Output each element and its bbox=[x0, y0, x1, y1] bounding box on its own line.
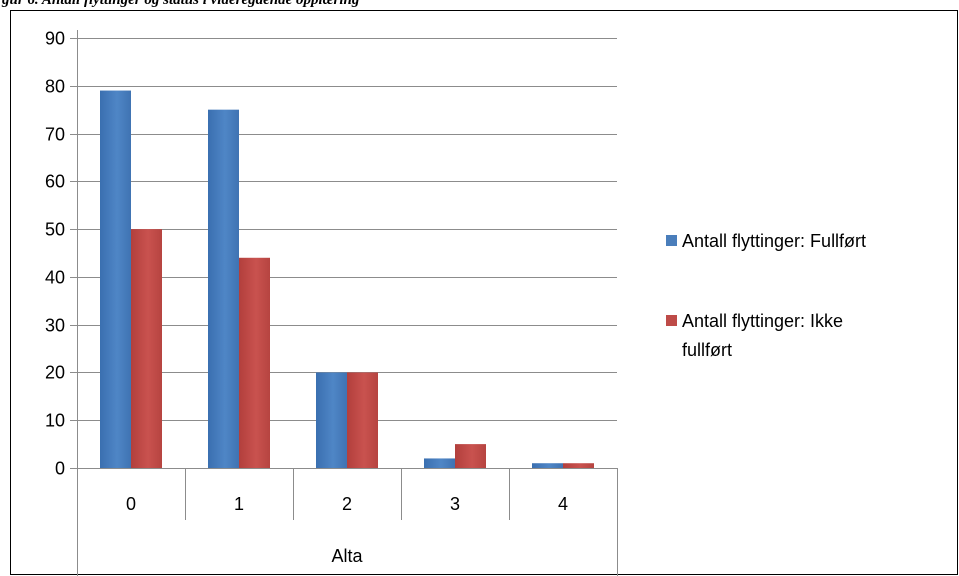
bars bbox=[100, 90, 594, 469]
bar bbox=[424, 458, 455, 468]
figure-caption: gur 6. Antall flyttinger og status i vid… bbox=[1, 0, 360, 8]
y-tick-label: 80 bbox=[45, 77, 65, 97]
legend-swatch-ikke-fullfort bbox=[666, 315, 677, 326]
legend: Antall flyttinger: Fullført Antall flytt… bbox=[666, 231, 866, 360]
bar bbox=[239, 257, 270, 468]
y-tick-label: 30 bbox=[45, 316, 65, 336]
bar bbox=[532, 463, 563, 468]
bar bbox=[208, 109, 239, 469]
chart-border bbox=[10, 10, 958, 575]
y-tick-label: 10 bbox=[45, 411, 65, 431]
bar bbox=[131, 229, 162, 468]
y-tick-label: 40 bbox=[45, 268, 65, 288]
y-tick-label: 90 bbox=[45, 29, 65, 49]
legend-label-ikke-fullfort-line2: fullført bbox=[682, 340, 732, 360]
y-tick-label: 20 bbox=[45, 363, 65, 383]
y-tick-labels: 0 10 20 30 40 50 60 70 80 90 bbox=[45, 29, 65, 479]
bar bbox=[563, 463, 594, 468]
x-tick-label: 2 bbox=[342, 494, 352, 514]
bar bbox=[455, 444, 486, 468]
bar bbox=[100, 90, 131, 469]
x-tick-label: 3 bbox=[450, 494, 460, 514]
y-tick-label: 0 bbox=[55, 459, 65, 479]
bar bbox=[316, 372, 347, 468]
x-tick-labels: 0 1 2 3 4 bbox=[126, 494, 568, 514]
x-tick-label: 1 bbox=[234, 494, 244, 514]
legend-swatch-fullfort bbox=[666, 235, 677, 246]
legend-label-ikke-fullfort: Antall flyttinger: Ikke fullført bbox=[682, 311, 848, 360]
axes bbox=[77, 30, 618, 576]
x-group-label: Alta bbox=[331, 546, 363, 566]
x-tick-label: 0 bbox=[126, 494, 136, 514]
y-tick-label: 60 bbox=[45, 172, 65, 192]
legend-label-ikke-fullfort-line1: Antall flyttinger: Ikke bbox=[682, 311, 843, 331]
x-tick-label: 4 bbox=[558, 494, 568, 514]
y-tick-label: 70 bbox=[45, 125, 65, 145]
bar bbox=[347, 372, 378, 468]
legend-label-fullfort: Antall flyttinger: Fullført bbox=[682, 231, 866, 251]
y-tick-label: 50 bbox=[45, 220, 65, 240]
